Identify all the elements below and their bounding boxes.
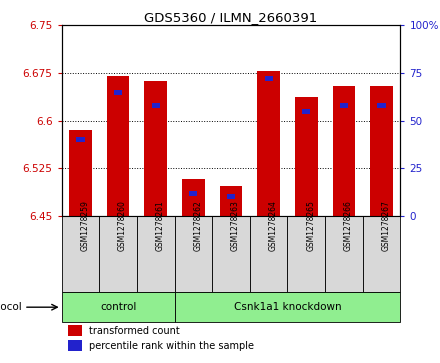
Bar	[220, 186, 242, 216]
Bar	[68, 340, 82, 351]
Bar	[370, 86, 393, 216]
Text: GSM1278264: GSM1278264	[269, 200, 278, 250]
Bar	[175, 292, 400, 322]
Bar	[227, 194, 235, 199]
Text: GSM1278262: GSM1278262	[193, 200, 202, 250]
Bar	[287, 216, 325, 292]
Bar	[144, 81, 167, 216]
Text: percentile rank within the sample: percentile rank within the sample	[89, 340, 254, 351]
Text: GSM1278267: GSM1278267	[381, 200, 391, 250]
Bar	[114, 90, 122, 95]
Bar	[99, 216, 137, 292]
Bar	[137, 216, 175, 292]
Bar	[189, 191, 198, 196]
Bar	[151, 103, 160, 108]
Text: GSM1278263: GSM1278263	[231, 200, 240, 250]
Bar	[250, 216, 287, 292]
Text: GSM1278260: GSM1278260	[118, 200, 127, 250]
Text: Csnk1a1 knockdown: Csnk1a1 knockdown	[234, 302, 341, 312]
Bar	[302, 109, 311, 114]
Bar	[62, 292, 175, 322]
Bar	[378, 103, 386, 108]
Bar	[325, 216, 363, 292]
Bar	[107, 76, 129, 216]
Bar	[212, 216, 250, 292]
Text: GSM1278265: GSM1278265	[306, 200, 315, 250]
Bar	[62, 216, 99, 292]
Bar	[175, 216, 212, 292]
Bar	[76, 137, 84, 142]
Bar	[340, 103, 348, 108]
Bar	[333, 86, 355, 216]
Text: transformed count: transformed count	[89, 326, 180, 335]
Text: GSM1278259: GSM1278259	[81, 200, 89, 250]
Bar	[182, 179, 205, 216]
Bar	[363, 216, 400, 292]
Text: control: control	[100, 302, 136, 312]
Bar	[257, 71, 280, 216]
Text: protocol: protocol	[0, 302, 22, 312]
Text: GSM1278266: GSM1278266	[344, 200, 353, 250]
Bar	[295, 97, 318, 216]
Title: GDS5360 / ILMN_2660391: GDS5360 / ILMN_2660391	[144, 11, 318, 24]
Bar	[264, 76, 273, 81]
Text: GSM1278261: GSM1278261	[156, 200, 165, 250]
Bar	[68, 325, 82, 336]
Bar	[69, 130, 92, 216]
